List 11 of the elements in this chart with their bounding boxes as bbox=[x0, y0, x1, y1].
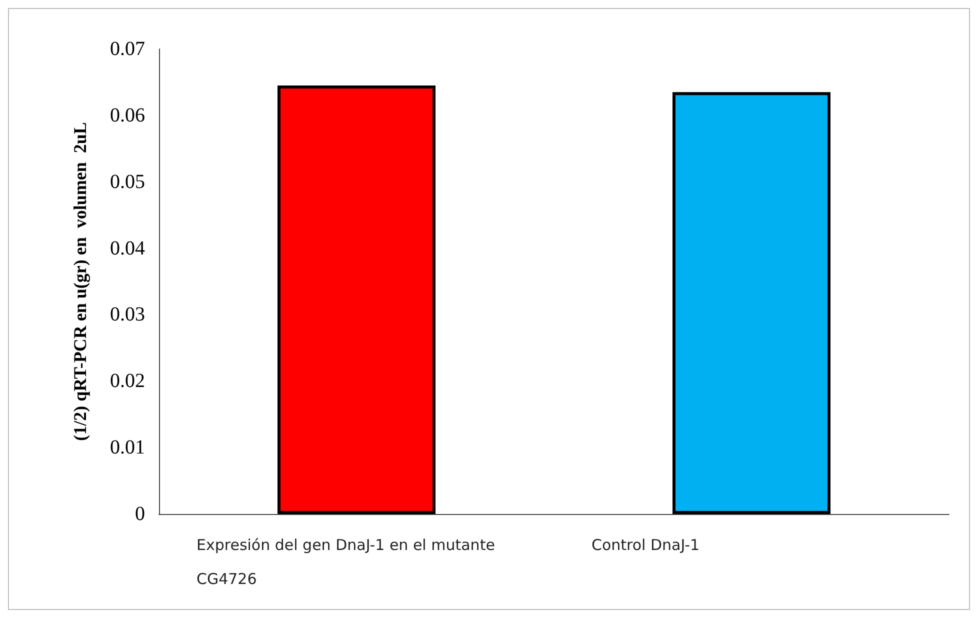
x-tick-label: Expresión del gen DnaJ-1 en el mutante CG4726 bbox=[196, 536, 500, 588]
y-tick-label: 0.02 bbox=[110, 370, 145, 392]
y-tick-label: 0.04 bbox=[110, 237, 145, 260]
y-axis-title: (1/2) qRT-PCR en u(gr) en volumen 2uL bbox=[70, 122, 90, 441]
y-tick-label: 0.06 bbox=[110, 104, 145, 126]
x-tick-label: Control DnaJ-1 bbox=[592, 536, 700, 554]
y-tick-label: 0.01 bbox=[110, 436, 145, 459]
y-tick-label: 0.07 bbox=[110, 38, 145, 60]
y-tick-label: 0 bbox=[135, 503, 145, 525]
y-tick-label: 0.05 bbox=[110, 170, 145, 193]
y-tick-label: 0.03 bbox=[110, 304, 145, 326]
